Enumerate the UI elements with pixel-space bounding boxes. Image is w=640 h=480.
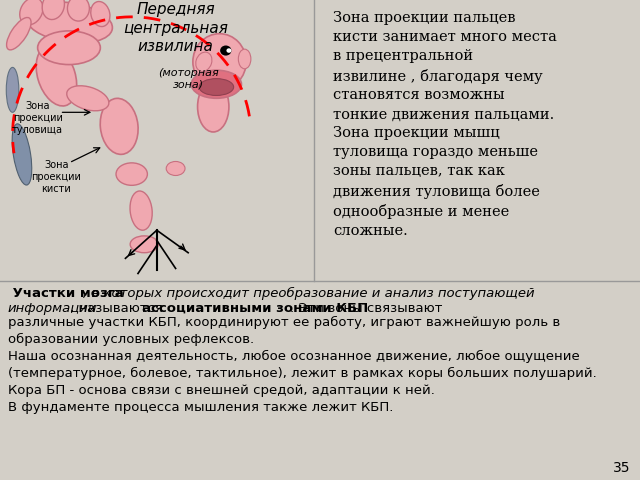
Ellipse shape <box>116 163 147 185</box>
Ellipse shape <box>91 1 110 26</box>
Ellipse shape <box>6 67 19 112</box>
Circle shape <box>220 46 232 56</box>
Text: , называются: , называются <box>70 301 167 314</box>
Text: информации: информации <box>8 301 97 314</box>
Ellipse shape <box>193 34 246 90</box>
Ellipse shape <box>67 86 109 111</box>
Ellipse shape <box>67 0 90 21</box>
Text: (моторная
зона): (моторная зона) <box>158 68 218 89</box>
Ellipse shape <box>42 0 65 20</box>
Ellipse shape <box>36 46 77 106</box>
Ellipse shape <box>198 82 229 132</box>
Circle shape <box>227 48 232 53</box>
Ellipse shape <box>6 17 31 50</box>
Text: Передняя
центральная
извилина: Передняя центральная извилина <box>123 2 228 54</box>
Ellipse shape <box>130 236 158 252</box>
Ellipse shape <box>199 79 234 96</box>
Ellipse shape <box>20 0 43 25</box>
Text: , в которых происходит преобразование и анализ поступающей: , в которых происходит преобразование и … <box>83 287 534 300</box>
Text: Зона
проекции
туловища: Зона проекции туловища <box>12 101 63 134</box>
Ellipse shape <box>238 49 251 69</box>
Ellipse shape <box>196 52 212 72</box>
Ellipse shape <box>191 70 241 98</box>
Ellipse shape <box>100 98 138 155</box>
Ellipse shape <box>166 161 185 176</box>
Text: Участки мозга: Участки мозга <box>8 287 124 300</box>
Text: различные участки КБП, координируют ее работу, играют важнейшую роль в
образован: различные участки КБП, координируют ее р… <box>8 316 596 414</box>
Ellipse shape <box>130 191 152 230</box>
Ellipse shape <box>26 2 113 43</box>
Text: 35: 35 <box>612 461 630 475</box>
Ellipse shape <box>38 31 100 65</box>
Text: . Эти зоны связывают: . Эти зоны связывают <box>290 301 442 314</box>
Ellipse shape <box>12 124 32 185</box>
Text: Зона проекции пальцев
кисти занимает много места
в прецентральной
извилине , бла: Зона проекции пальцев кисти занимает мно… <box>333 11 557 238</box>
Text: ассоциативными зонами КБП: ассоциативными зонами КБП <box>142 301 368 314</box>
Text: Зона
проекции
кисти: Зона проекции кисти <box>31 160 81 193</box>
